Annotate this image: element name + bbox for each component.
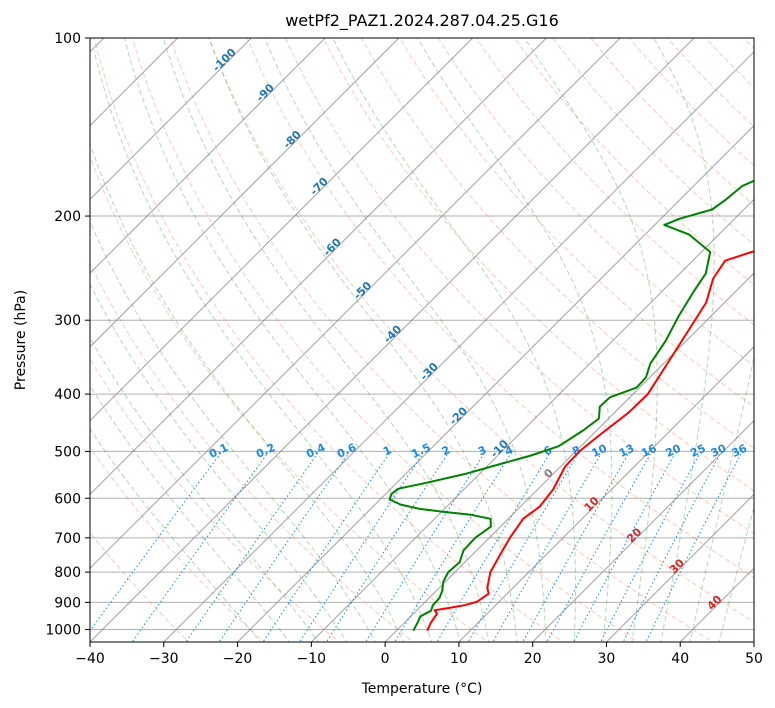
mixing-ratio-line [185, 453, 318, 642]
dry-adiabat-line [90, 155, 490, 642]
x-tick-label: 40 [671, 651, 689, 667]
x-tick-label: −20 [223, 651, 253, 667]
isotherm-line [163, 51, 754, 642]
x-tick-label: −40 [75, 651, 105, 667]
x-tick-label: 10 [450, 651, 468, 667]
y-tick-label: 800 [54, 565, 81, 581]
plot-frame [89, 37, 755, 643]
moist-adiabat-line [90, 142, 405, 642]
x-tick-label: 20 [524, 651, 542, 667]
dry-adiabat-line [284, 38, 754, 535]
dry-adiabat-line [170, 38, 714, 642]
dry-adiabat-line [93, 38, 564, 642]
mixing-ratio-line [218, 453, 349, 642]
dry-adiabat-line [246, 38, 754, 578]
moist-adiabat-line [93, 50, 433, 642]
moist-adiabat-line [90, 220, 376, 642]
mixing-ratio-label: 20 [664, 442, 684, 460]
isotherm-line [236, 124, 754, 642]
isotherm-line [384, 272, 754, 642]
mixing-ratio-line [394, 453, 511, 642]
isotherm-line [531, 419, 754, 642]
mixing-ratio-line [546, 453, 651, 642]
dry-adiabat-line [131, 38, 639, 642]
moist-adiabat-line [208, 38, 518, 642]
mixing-ratio-line [645, 453, 742, 642]
y-tick-label: 700 [54, 531, 81, 547]
mixing-ratio-line [573, 453, 676, 642]
mixing-ratio-label: 16 [639, 442, 659, 460]
isotherm-line [90, 38, 253, 201]
moist-adiabat-line [332, 38, 576, 642]
mixing-ratio-line [522, 453, 629, 642]
y-tick-label: 400 [54, 387, 81, 403]
mixing-ratio-line [262, 453, 390, 642]
moist-adiabat-line [718, 505, 754, 642]
moist-adiabat-line [90, 337, 319, 642]
x-tick-label: 50 [745, 651, 763, 667]
mixing-ratio-line [622, 453, 721, 642]
isotherm-line [90, 38, 621, 569]
mixing-ratio-label: 10 [590, 442, 610, 460]
y-tick-label: 200 [54, 209, 81, 225]
dry-adiabat-line [437, 38, 754, 367]
moist-adiabat-line [162, 38, 490, 642]
dry-adiabat-line [322, 38, 754, 492]
dry-adiabat-line [90, 262, 415, 642]
x-axis: −40 −30 −20 −10 0 10 20 30 40 50 [75, 642, 763, 667]
x-tick-label: −10 [297, 651, 327, 667]
mixing-ratio-line [298, 453, 424, 642]
moist-adiabat-line [90, 384, 291, 642]
mixing-ratio-line [492, 453, 602, 642]
series-line-1 [426, 250, 754, 632]
moist-adiabat-line [264, 38, 547, 642]
isotherm-line [90, 38, 695, 642]
y-tick-label: 100 [54, 31, 81, 47]
mixing-ratio-line [325, 453, 448, 642]
x-tick-label: 30 [598, 651, 616, 667]
x-tick-label: −30 [149, 651, 179, 667]
isotherm-line [90, 38, 474, 422]
x-tick-label: 0 [381, 651, 390, 667]
dry-adiabat-line [208, 38, 754, 623]
dry-adiabat-line [475, 38, 754, 326]
y-axis: 1000 900 800 700 600 500 400 300 200 100 [45, 31, 90, 638]
isotherm-line [310, 198, 754, 642]
isotherm-line [605, 493, 754, 642]
mixing-ratio-line [131, 453, 268, 642]
y-axis-label: Pressure (hPa) [13, 290, 29, 390]
series-line-2 [388, 179, 754, 632]
chart-title: wetPf2_PAZ1.2024.287.04.25.G16 [285, 11, 559, 31]
mixing-ratio-label: 30 [709, 442, 729, 460]
x-axis-label: Temperature (°C) [361, 681, 483, 697]
mixing-ratio-line [90, 453, 221, 632]
y-tick-label: 600 [54, 491, 81, 507]
mixing-ratio-label: 13 [617, 442, 636, 460]
dry-adiabat-line [90, 358, 340, 642]
mixing-ratio-label: 36 [730, 442, 750, 460]
mixing-ratio-label: 25 [688, 442, 707, 460]
dry-adiabat-line [361, 38, 754, 449]
moist-adiabat-line [523, 38, 658, 642]
moist-adiabat-line [90, 427, 262, 642]
isotherm-line [90, 38, 326, 274]
moist-adiabat-line [653, 38, 715, 642]
isotherm-line [458, 346, 754, 642]
y-tick-label: 300 [54, 313, 81, 329]
y-tick-label: 900 [54, 595, 81, 611]
dry-adiabat-line [90, 531, 190, 642]
y-tick-label: 1000 [45, 622, 81, 638]
isotherm-line [90, 38, 400, 348]
moist-adiabat-line [689, 355, 754, 642]
y-tick-label: 500 [54, 444, 81, 460]
moist-adiabat-line [123, 38, 461, 642]
isotherm-line [90, 38, 548, 496]
